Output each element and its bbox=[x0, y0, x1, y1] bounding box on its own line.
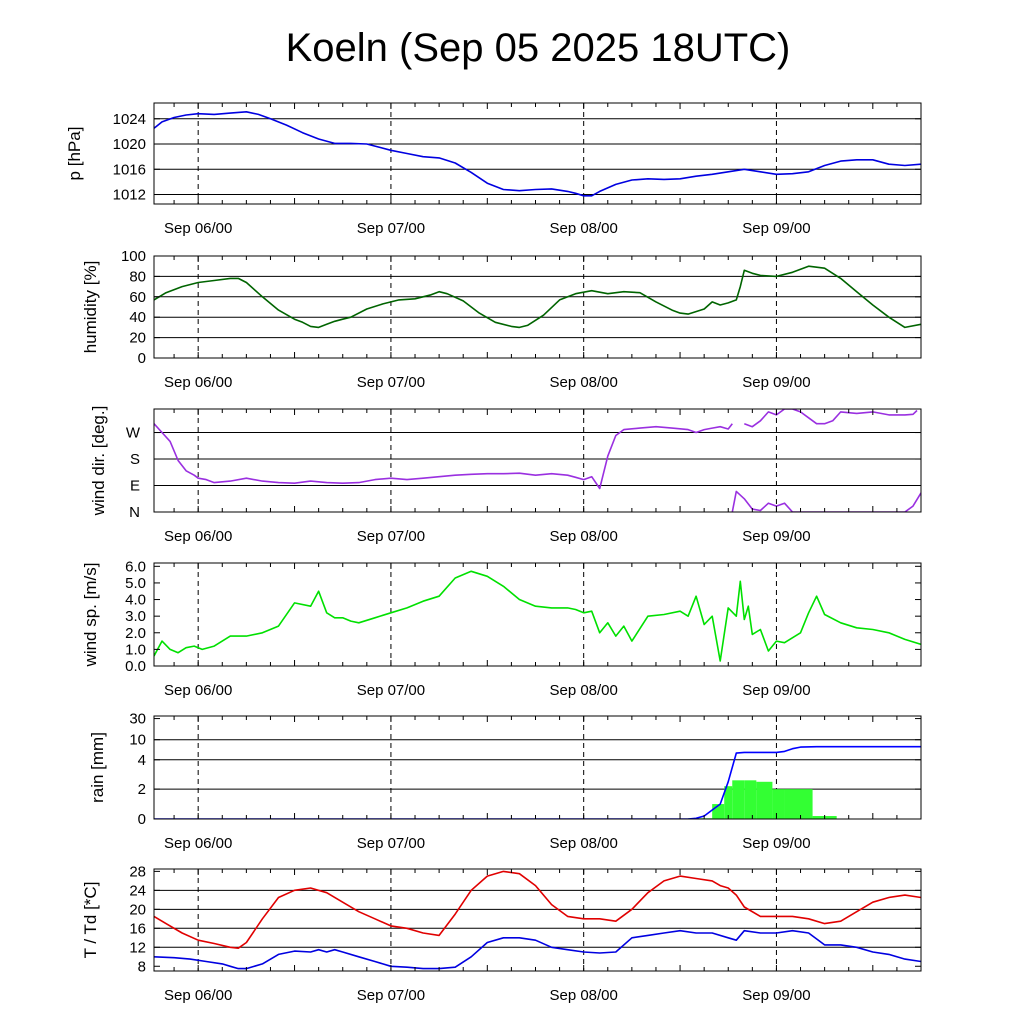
x-date-label: Sep 07/00 bbox=[357, 528, 425, 545]
y-tick-label: 12 bbox=[129, 939, 146, 956]
y-axis-label: wind dir. [deg.] bbox=[89, 406, 108, 517]
x-date-label: Sep 09/00 bbox=[742, 528, 810, 545]
plot-area-wind_direction bbox=[154, 409, 921, 512]
panel-humidity: 0 20 40 60 80 100 Sep 06/00 Sep 07/00 Sep 08/00 S… bbox=[81, 248, 922, 391]
plot-area-humidity bbox=[154, 265, 921, 329]
y-tick-label: 4 bbox=[138, 752, 146, 769]
rain-bar bbox=[772, 789, 785, 819]
x-date-label: Sep 08/00 bbox=[549, 220, 617, 237]
series-line-rain-accumulated bbox=[154, 745, 921, 819]
y-tick-label: 1024 bbox=[113, 111, 146, 128]
y-tick-label: 1016 bbox=[113, 161, 146, 178]
y-tick-label: N bbox=[129, 504, 140, 521]
rain-bar bbox=[732, 780, 745, 819]
x-date-label: Sep 08/00 bbox=[549, 682, 617, 699]
y-tick-label: 0 bbox=[138, 811, 146, 828]
rain-bar bbox=[724, 786, 733, 819]
x-date-label: Sep 06/00 bbox=[164, 835, 232, 852]
y-tick-label: 10 bbox=[129, 732, 146, 749]
panel-wind_speed: 0.01.02.03.04.05.06.0 Sep 06/00 Sep 07/00 S… bbox=[81, 558, 922, 699]
y-tick-label: 0 bbox=[138, 350, 146, 367]
plot-area-temperature bbox=[154, 870, 921, 970]
x-date-label: Sep 07/00 bbox=[357, 987, 425, 1004]
y-tick-label: 2 bbox=[138, 781, 146, 798]
y-tick-label: 80 bbox=[129, 268, 146, 285]
y-tick-label: 1012 bbox=[113, 187, 146, 204]
y-tick-label: 3.0 bbox=[125, 608, 146, 625]
panel-rain: 0 2 4 10 30 Sep 06/00 Sep 07/00 Sep 08/00 Sep 09… bbox=[88, 711, 922, 852]
x-date-label: Sep 09/00 bbox=[742, 987, 810, 1004]
series-line-wind-direction bbox=[154, 423, 733, 490]
panel-frame bbox=[153, 715, 922, 820]
y-tick-label: W bbox=[126, 425, 141, 442]
series-line-wind-speed bbox=[154, 570, 921, 662]
y-tick-label: 0.0 bbox=[125, 658, 146, 675]
x-date-label: Sep 08/00 bbox=[549, 374, 617, 391]
y-tick-label: 28 bbox=[129, 863, 146, 880]
y-tick-label: 1020 bbox=[113, 136, 146, 153]
panel-temperature: 8 12 16 20 24 28 Sep 06/00 Sep 07/00 Sep 08/00 Se… bbox=[81, 863, 922, 1004]
series-line-humidity bbox=[154, 265, 921, 329]
series-line-pressure bbox=[154, 111, 921, 197]
panel-frame bbox=[153, 562, 922, 667]
panel-frame bbox=[153, 868, 922, 972]
x-date-label: Sep 09/00 bbox=[742, 220, 810, 237]
x-date-label: Sep 08/00 bbox=[549, 987, 617, 1004]
y-tick-label: 4.0 bbox=[125, 592, 146, 609]
y-tick-label: 100 bbox=[121, 248, 146, 265]
x-date-label: Sep 08/00 bbox=[549, 835, 617, 852]
panel-frame bbox=[153, 408, 922, 513]
x-date-label: Sep 06/00 bbox=[164, 528, 232, 545]
y-tick-label: 30 bbox=[129, 711, 146, 728]
plot-area-wind_speed bbox=[154, 570, 921, 662]
x-date-label: Sep 07/00 bbox=[357, 835, 425, 852]
y-tick-label: 60 bbox=[129, 289, 146, 306]
x-date-label: Sep 07/00 bbox=[357, 374, 425, 391]
y-tick-label: 5.0 bbox=[125, 575, 146, 592]
x-date-label: Sep 06/00 bbox=[164, 374, 232, 391]
y-axis-label: rain [mm] bbox=[88, 732, 107, 803]
y-tick-label: E bbox=[130, 478, 140, 495]
y-tick-label: S bbox=[130, 451, 140, 468]
y-tick-label: 6.0 bbox=[125, 558, 146, 575]
rain-bar bbox=[784, 789, 813, 819]
x-date-label: Sep 07/00 bbox=[357, 682, 425, 699]
rain-bar bbox=[744, 780, 757, 819]
x-date-label: Sep 06/00 bbox=[164, 682, 232, 699]
plot-area-pressure bbox=[154, 111, 921, 197]
y-axis-label: wind sp. [m/s] bbox=[81, 563, 100, 668]
panel-frame bbox=[153, 102, 922, 205]
x-date-label: Sep 08/00 bbox=[549, 528, 617, 545]
plot-area-rain bbox=[154, 745, 921, 819]
series-line-t bbox=[154, 870, 921, 950]
y-tick-label: 40 bbox=[129, 309, 146, 326]
y-axis-label: p [hPa] bbox=[65, 127, 84, 181]
series-line-wind-direction-upper- bbox=[744, 409, 918, 428]
y-tick-label: 8 bbox=[138, 958, 146, 975]
y-axis-label: humidity [%] bbox=[81, 261, 100, 354]
x-date-label: Sep 06/00 bbox=[164, 220, 232, 237]
chart-title: Koeln (Sep 05 2025 18UTC) bbox=[285, 26, 791, 70]
x-date-label: Sep 09/00 bbox=[742, 682, 810, 699]
panel-frame bbox=[153, 255, 922, 359]
y-tick-label: 16 bbox=[129, 920, 146, 937]
x-date-label: Sep 06/00 bbox=[164, 987, 232, 1004]
y-tick-label: 24 bbox=[129, 882, 146, 899]
y-tick-label: 20 bbox=[129, 330, 146, 347]
panel-pressure: 1012 1016 1020 1024 Sep 06/00 Sep 07/00 Sep 08… bbox=[65, 102, 922, 237]
y-tick-label: 20 bbox=[129, 901, 146, 918]
x-date-label: Sep 09/00 bbox=[742, 835, 810, 852]
series-line-wind-direction-lower- bbox=[731, 490, 921, 512]
x-date-label: Sep 09/00 bbox=[742, 374, 810, 391]
y-tick-label: 2.0 bbox=[125, 625, 146, 642]
y-tick-label: 1.0 bbox=[125, 641, 146, 658]
rain-bar bbox=[756, 781, 773, 819]
x-date-label: Sep 07/00 bbox=[357, 220, 425, 237]
y-axis-label: T / Td [*C] bbox=[81, 882, 100, 959]
series-line-td bbox=[154, 929, 921, 970]
